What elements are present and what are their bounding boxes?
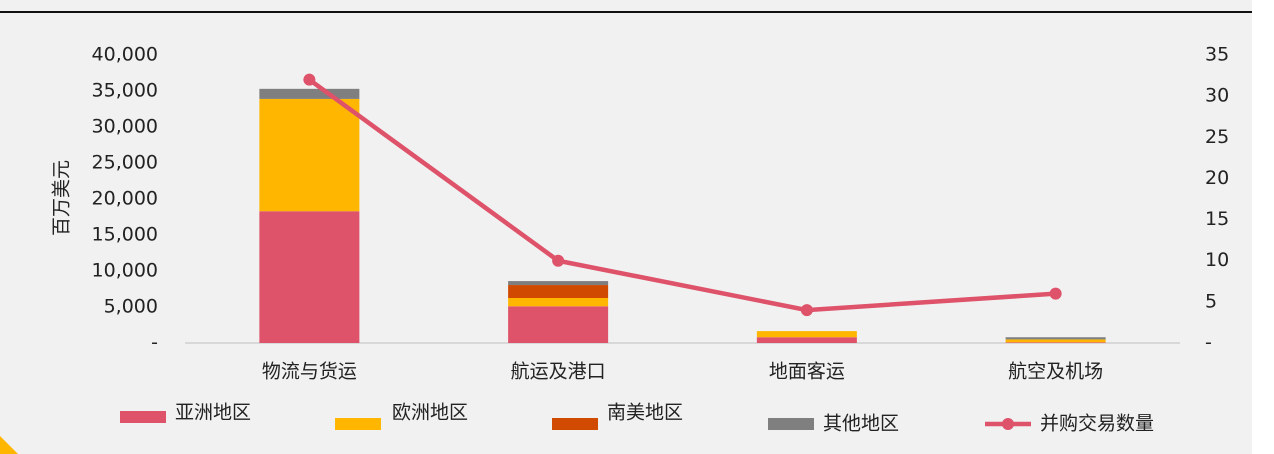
y2-tick-label: 10 <box>1205 249 1229 271</box>
line-series <box>308 77 1056 313</box>
legend-label: 南美地区 <box>607 402 683 424</box>
line-point <box>552 254 565 267</box>
x-tick-label: 地面客运 <box>769 361 845 383</box>
legend-label: 并购交易数量 <box>1040 413 1154 435</box>
y-tick-label: - <box>151 332 158 354</box>
y2-tick-label: 20 <box>1205 167 1229 189</box>
line-point <box>1049 287 1062 300</box>
x-tick-label: 物流与货运 <box>262 361 357 383</box>
legend-label: 亚洲地区 <box>175 402 251 424</box>
bar-segment <box>259 88 360 99</box>
y-tick-label: 35,000 <box>92 80 158 102</box>
bar-segment <box>1005 342 1106 343</box>
y2-tick-label: 15 <box>1205 208 1229 230</box>
legend-marker <box>1002 418 1014 430</box>
corner-decoration <box>0 436 18 454</box>
line-point <box>303 73 316 86</box>
bar-segment <box>508 298 609 307</box>
bar-segment <box>508 281 609 286</box>
y2-tick-label: 30 <box>1205 85 1229 107</box>
y-axis-title: 百万美元 <box>51 160 73 236</box>
y-tick-label: 20,000 <box>92 188 158 210</box>
legend-swatch <box>120 411 166 423</box>
bar-segment <box>1005 339 1106 343</box>
bar-segment <box>508 306 609 343</box>
bar-segment <box>756 331 857 338</box>
y-tick-label: 5,000 <box>104 296 158 318</box>
bar-segment <box>259 98 360 212</box>
y2-tick-label: 25 <box>1205 126 1229 148</box>
line-point <box>800 304 813 317</box>
y-tick-label: 30,000 <box>92 116 158 138</box>
legend-swatch <box>335 418 381 430</box>
y-tick-label: 10,000 <box>92 260 158 282</box>
y-tick-label: 40,000 <box>92 44 158 66</box>
legend-label: 欧洲地区 <box>392 402 468 424</box>
x-tick-label: 航空及机场 <box>1008 361 1103 383</box>
bar-segment <box>1005 337 1106 340</box>
legend-swatch <box>768 418 814 430</box>
legend-label: 其他地区 <box>823 413 899 435</box>
bar-segment <box>259 211 360 343</box>
y2-tick-label: 5 <box>1205 290 1217 312</box>
x-tick-label: 航运及港口 <box>511 361 606 383</box>
y2-tick-label: 35 <box>1205 44 1229 66</box>
bar-segment <box>508 285 609 298</box>
legend-swatch <box>552 418 598 430</box>
y-tick-label: 15,000 <box>92 224 158 246</box>
side-strip <box>1252 0 1274 454</box>
bar-segment <box>756 337 857 343</box>
y2-tick-label: - <box>1205 332 1212 354</box>
y-tick-label: 25,000 <box>92 152 158 174</box>
